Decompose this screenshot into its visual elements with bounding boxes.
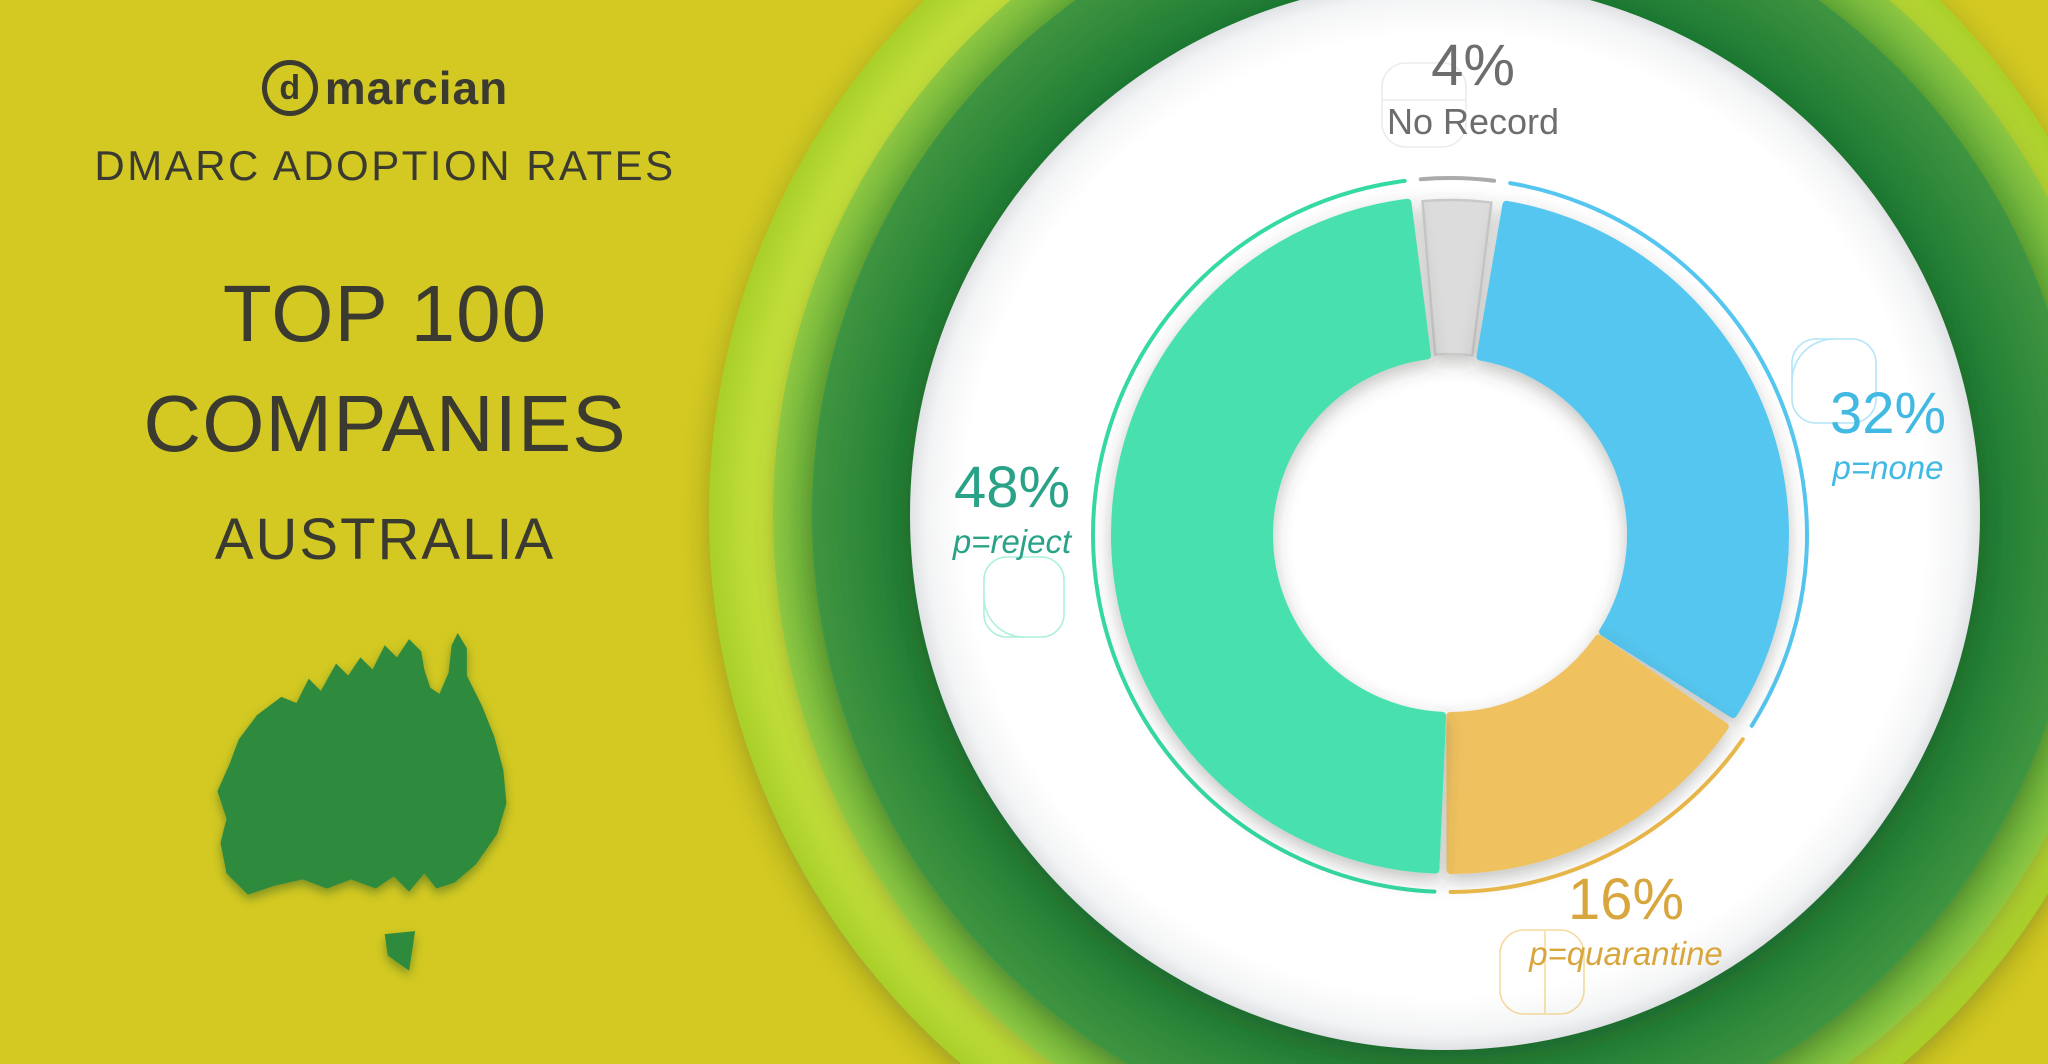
australia-map-icon xyxy=(217,633,507,971)
tasmania-shape xyxy=(384,931,416,971)
badge-p-none xyxy=(1791,338,1877,424)
outer-arc-no-record xyxy=(1418,176,1497,183)
logo-d-mark-icon: d xyxy=(261,60,318,116)
badge-outline xyxy=(1381,62,1467,148)
dmarcian-logo: d marcian xyxy=(60,60,710,116)
label-no-record: 4% No Record xyxy=(1313,34,1633,146)
report-tagline: DMARC ADOPTION RATES xyxy=(94,142,676,189)
badge-quarter-arc xyxy=(983,596,1025,638)
outer-arc-p-none xyxy=(1508,181,1809,728)
donut-chart xyxy=(1091,176,1809,894)
page-title-line2: COMPANIES xyxy=(143,379,627,468)
australia-map xyxy=(193,630,543,1002)
australia-mainland-shape xyxy=(217,633,507,895)
donut-segment-p-reject xyxy=(1110,198,1447,874)
label-p-reject: 48% p=reject xyxy=(862,456,1162,564)
badge-outline xyxy=(1499,929,1585,1015)
label-p-quarantine: 16% p=quarantine xyxy=(1476,868,1776,976)
outer-arc-p-reject xyxy=(1091,178,1437,894)
badge-quarter-arc xyxy=(1791,338,1835,382)
policy-no-record: No Record xyxy=(1386,100,1560,142)
page-title-line1: TOP 100 xyxy=(222,269,548,358)
donut-segment-p-none xyxy=(1476,200,1789,719)
badge-outline xyxy=(1791,338,1877,424)
pct-p-reject: 48% xyxy=(953,455,1071,520)
background-rings xyxy=(709,0,2048,1064)
policy-p-none: p=none xyxy=(1832,448,1944,486)
pct-p-none: 32% xyxy=(1829,381,1947,446)
pct-no-record: 4% xyxy=(1431,33,1515,98)
policy-p-quarantine: p=quarantine xyxy=(1529,934,1723,972)
outer-arc-p-quarantine xyxy=(1448,737,1745,894)
donut-segment-no-record xyxy=(1421,198,1493,357)
badge-p-quarantine xyxy=(1499,929,1585,1015)
badge-p-reject xyxy=(983,556,1065,638)
label-p-none: 32% p=none xyxy=(1738,382,2038,490)
policy-p-reject: p=reject xyxy=(952,522,1072,560)
badge-no-record xyxy=(1381,62,1467,148)
donut-segment-p-quarantine xyxy=(1446,634,1729,874)
logo-wordmark: marcian xyxy=(324,62,509,114)
white-disc xyxy=(910,0,1980,1050)
page-title-line3: AUSTRALIA xyxy=(214,507,556,572)
badge-outline xyxy=(983,556,1065,638)
pct-p-quarantine: 16% xyxy=(1567,867,1685,932)
